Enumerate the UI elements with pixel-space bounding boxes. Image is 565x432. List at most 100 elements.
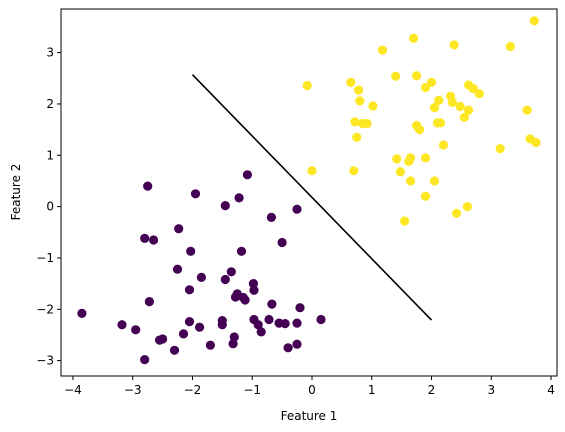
x-tick-label: −2 <box>184 383 202 397</box>
data-point <box>266 212 276 222</box>
data-point <box>420 153 431 163</box>
data-point <box>406 153 416 163</box>
data-point <box>429 176 440 186</box>
data-point <box>429 103 440 113</box>
x-tick-label: 0 <box>308 383 316 397</box>
x-tick-label: 3 <box>487 383 495 397</box>
data-point <box>248 279 258 289</box>
data-point <box>447 97 457 107</box>
x-tick-label: 1 <box>368 383 376 397</box>
data-point <box>178 329 189 339</box>
data-point <box>505 41 515 52</box>
data-point <box>391 71 401 81</box>
data-point <box>406 176 416 186</box>
data-point <box>464 105 474 115</box>
y-tick-label: −2 <box>36 302 54 316</box>
data-point <box>409 33 419 43</box>
data-point <box>434 95 444 105</box>
data-point <box>172 264 183 274</box>
data-point <box>438 140 449 150</box>
data-point <box>392 154 402 164</box>
data-point <box>226 267 236 277</box>
data-point <box>140 355 150 365</box>
data-point <box>249 285 259 295</box>
data-point <box>264 314 274 325</box>
y-tick-label: 0 <box>46 200 54 214</box>
data-point <box>140 233 150 243</box>
decision-line <box>191 74 433 321</box>
data-point <box>184 285 195 295</box>
data-point <box>117 320 127 330</box>
x-axis-label: Feature 1 <box>281 409 338 423</box>
data-point <box>462 202 472 212</box>
data-point <box>295 303 305 313</box>
y-tick-label: −3 <box>36 354 54 368</box>
y-tick-label: −1 <box>36 251 54 265</box>
data-point <box>77 308 87 318</box>
data-point <box>205 340 215 350</box>
data-point <box>349 166 359 176</box>
data-point <box>449 40 459 50</box>
y-tick-label: 3 <box>46 46 54 60</box>
data-point <box>474 89 484 99</box>
data-point <box>169 345 180 355</box>
data-point <box>267 299 277 309</box>
data-point <box>426 77 437 87</box>
data-point <box>256 327 266 337</box>
data-point <box>292 318 302 328</box>
data-point <box>455 101 465 112</box>
data-point <box>522 105 532 115</box>
data-point <box>220 274 230 285</box>
data-point <box>217 320 227 330</box>
data-point <box>184 317 195 327</box>
data-point <box>368 101 378 111</box>
data-point <box>412 71 422 81</box>
data-point <box>355 96 365 106</box>
decision-boundary <box>191 74 433 321</box>
data-point <box>307 166 317 176</box>
data-point <box>195 322 205 332</box>
data-point <box>190 189 201 199</box>
data-point <box>220 201 230 211</box>
data-point <box>143 181 153 191</box>
data-point <box>531 137 541 148</box>
data-point <box>292 204 302 214</box>
data-point <box>149 235 159 245</box>
x-tick-label: −4 <box>64 383 82 397</box>
data-point <box>352 132 362 142</box>
data-point <box>131 325 141 335</box>
data-point <box>529 16 539 26</box>
data-point <box>283 343 293 353</box>
data-point <box>420 191 431 201</box>
data-point <box>253 320 263 330</box>
y-axis: −3 −2 −1 0 1 2 3 <box>36 46 61 368</box>
data-point <box>234 193 244 203</box>
data-point <box>242 170 252 180</box>
y-tick-label: 1 <box>46 148 54 162</box>
x-tick-label: 2 <box>428 383 436 397</box>
plot-frame <box>60 8 558 377</box>
data-point <box>280 319 290 329</box>
data-point <box>346 77 356 87</box>
x-tick-label: 4 <box>547 383 555 397</box>
y-tick-label: 2 <box>46 97 54 111</box>
data-point <box>420 82 431 93</box>
data-point <box>495 144 505 154</box>
x-tick-label: −3 <box>124 383 142 397</box>
data-point <box>435 118 446 128</box>
x-tick-label: −1 <box>243 383 261 397</box>
y-axis-label: Feature 2 <box>9 164 23 221</box>
x-axis: −4 −3 −2 −1 0 1 2 3 4 <box>64 376 555 397</box>
data-point <box>452 208 462 218</box>
data-point <box>302 80 312 91</box>
data-point <box>316 314 326 325</box>
data-point <box>236 246 247 256</box>
data-point <box>277 237 287 248</box>
data-point <box>174 224 184 234</box>
data-point <box>354 85 364 95</box>
data-point <box>362 118 372 129</box>
data-point <box>240 295 250 305</box>
data-point <box>186 246 196 256</box>
data-point <box>377 45 388 55</box>
